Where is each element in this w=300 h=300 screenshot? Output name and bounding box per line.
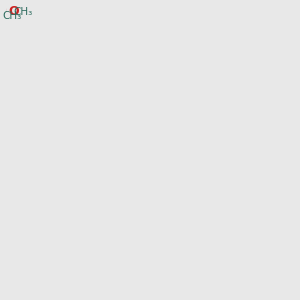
Text: N: N (6, 4, 18, 18)
Text: O: O (8, 5, 19, 18)
Text: O: O (6, 4, 18, 18)
Text: S: S (7, 5, 17, 19)
Text: CH₃: CH₃ (14, 7, 33, 16)
Text: N: N (6, 5, 18, 19)
Text: CH₃: CH₃ (2, 11, 21, 20)
Text: N: N (7, 4, 18, 18)
Text: N: N (7, 4, 18, 18)
